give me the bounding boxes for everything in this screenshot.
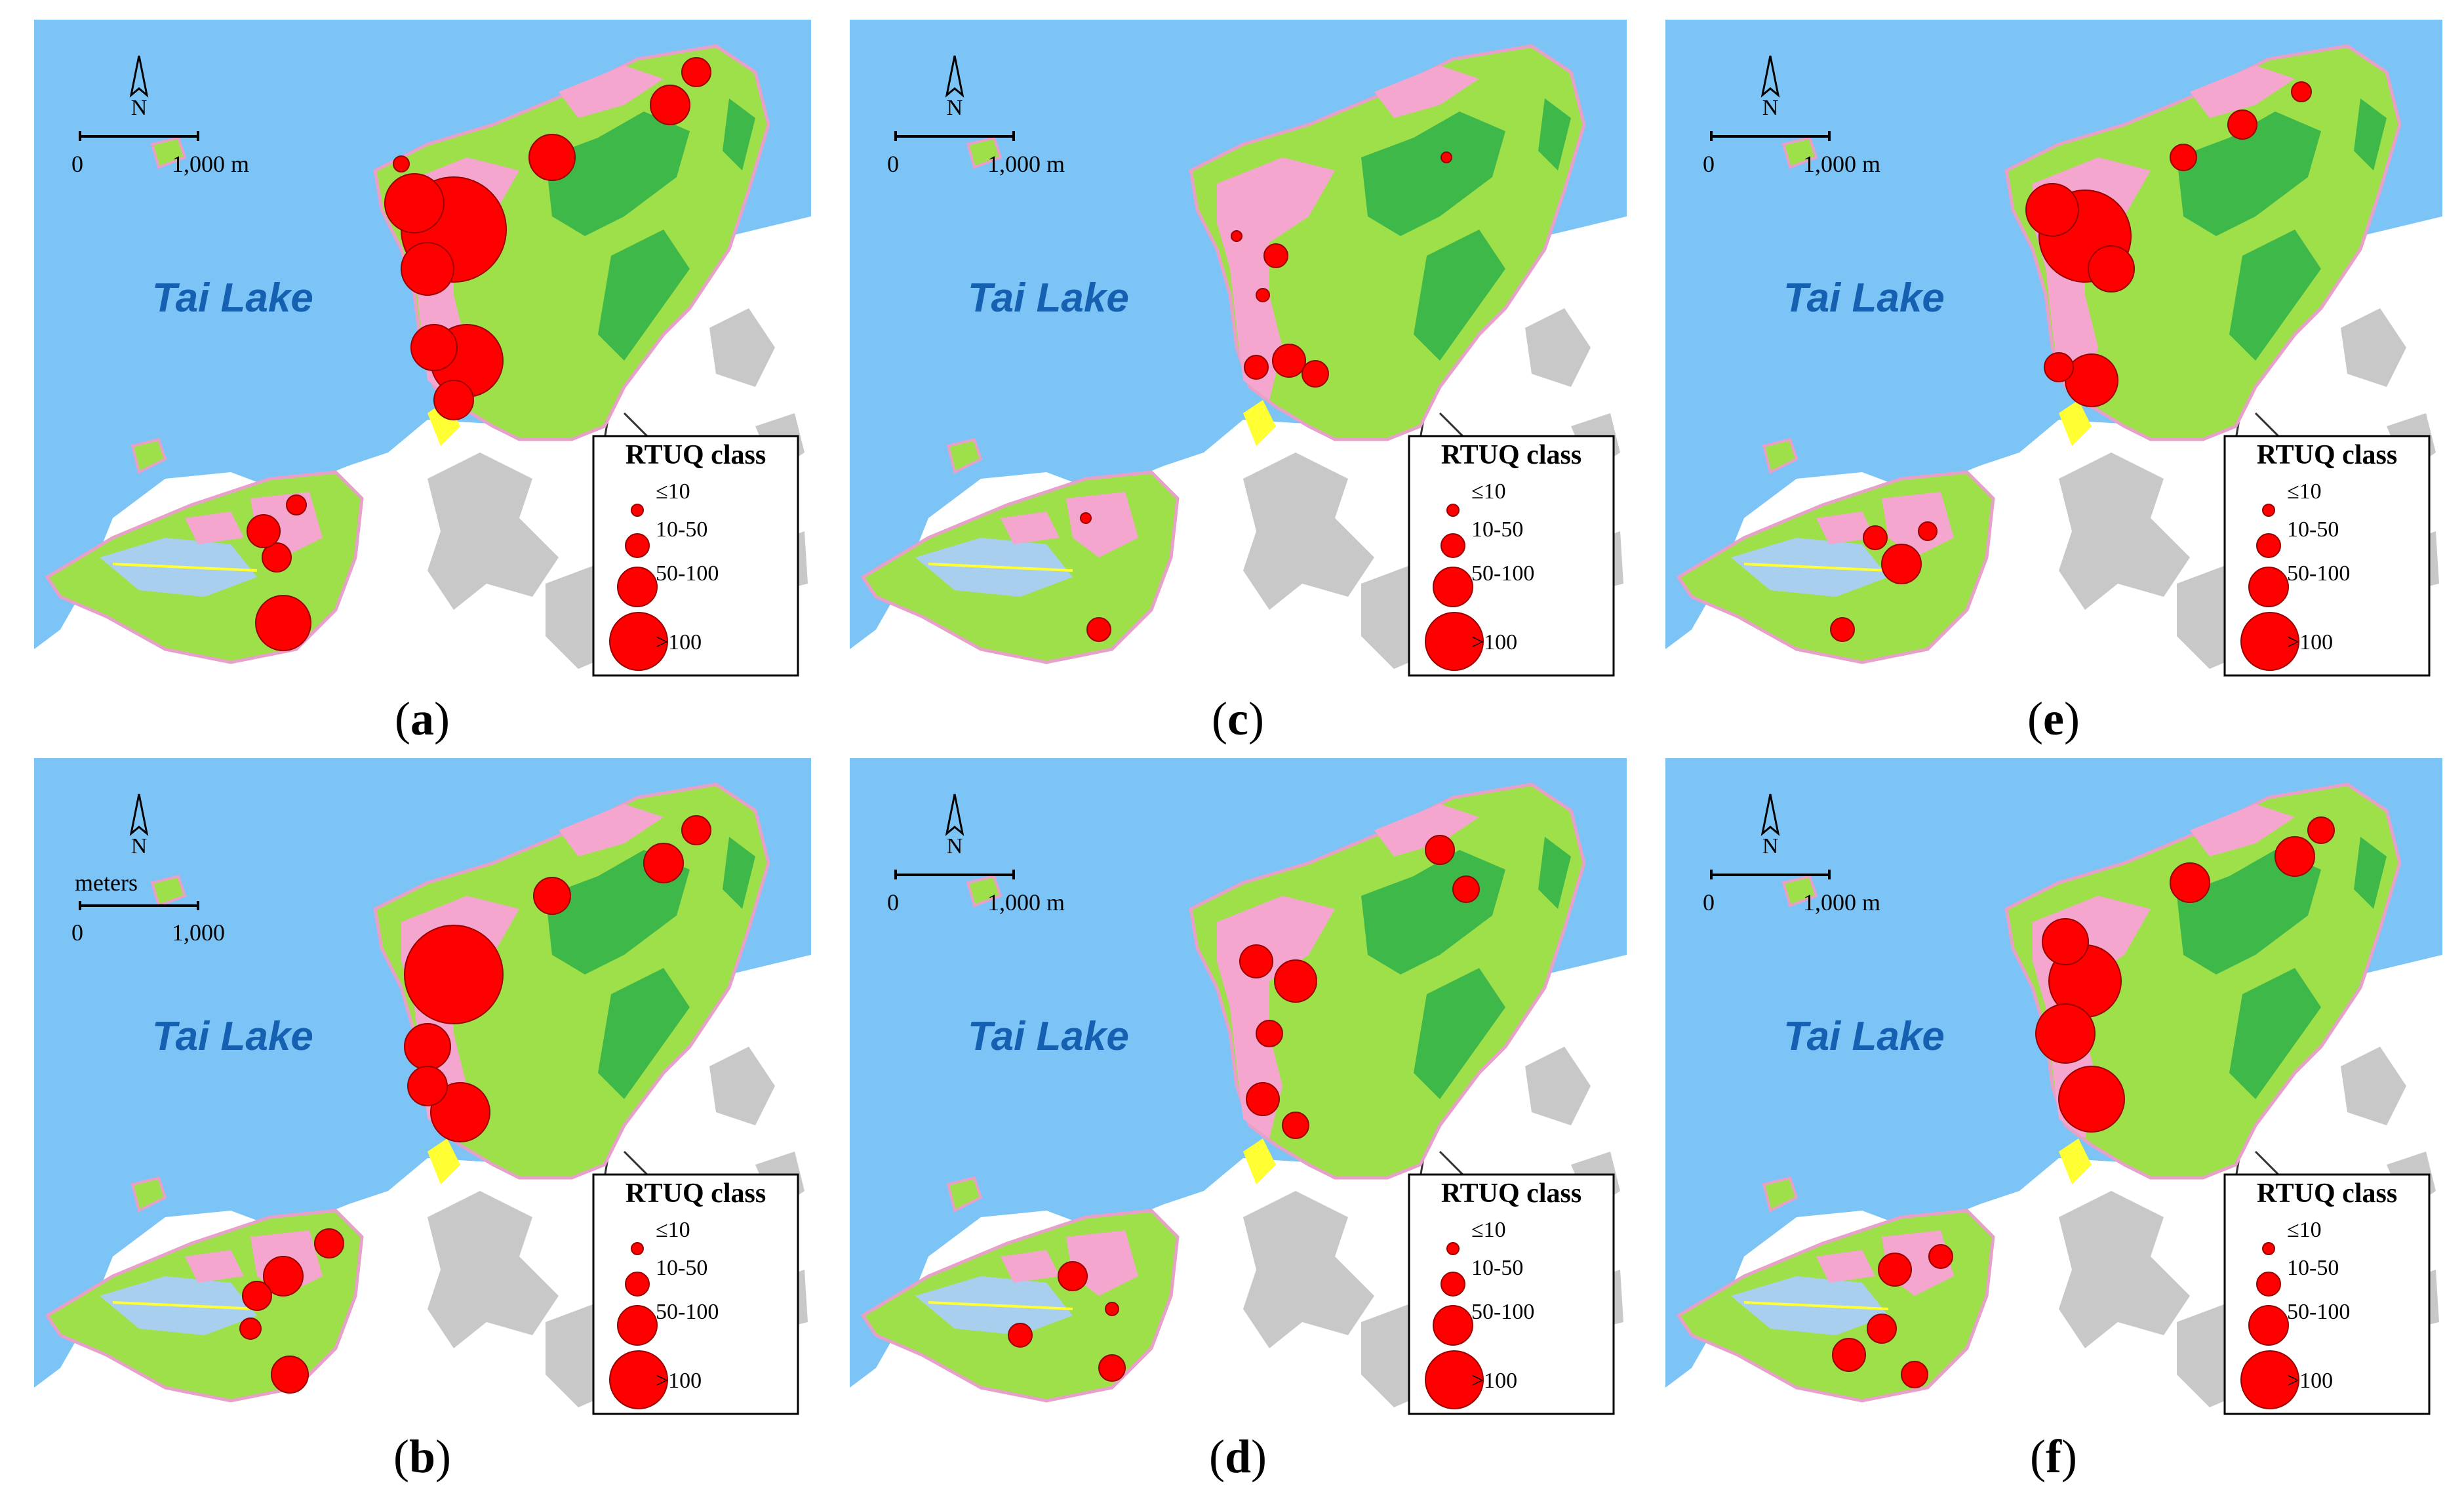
scale-bar-f: 0 1,000 m [1703, 870, 1880, 915]
legend-class-1-c: ≤10 [1471, 479, 1506, 504]
legend-a: RTUQ class ≤10 10-50 50-100 >100 [626, 440, 766, 654]
north-label-b: N [131, 834, 148, 858]
rtuq-points-d [1008, 835, 1480, 1382]
panel-label-d: (d) [1208, 1430, 1267, 1483]
panel-f-map [1665, 758, 2442, 1424]
legend-b: RTUQ class ≤10 10-50 50-100 >100 [626, 1178, 766, 1393]
legend-class-1-e: ≤10 [2287, 479, 2322, 504]
legend-class-2-f: 10-50 [2287, 1256, 2339, 1280]
legend-class-3-a: 50-100 [656, 561, 719, 586]
legend-class-4-e: >100 [2287, 630, 2333, 654]
scale-value-e: 1,000 m [1803, 151, 1880, 177]
lake-label-c: Tai Lake [968, 275, 1129, 321]
legend-title-c: RTUQ class [1441, 440, 1581, 470]
scale-zero-a: 0 [71, 151, 83, 177]
legend-title-b: RTUQ class [626, 1178, 766, 1209]
scale-value-c: 1,000 m [987, 151, 1065, 177]
panel-label-f: (f) [2030, 1430, 2077, 1483]
lake-label-d: Tai Lake [968, 1014, 1129, 1059]
panel-a-map [34, 20, 811, 685]
panel-c-map [850, 20, 1627, 685]
lake-label-b: Tai Lake [152, 1014, 313, 1059]
scale-value-d: 1,000 m [987, 889, 1065, 915]
legend-class-3-f: 50-100 [2287, 1300, 2350, 1324]
legend-class-4-a: >100 [656, 630, 702, 654]
scale-value-b: 1,000 [172, 919, 225, 946]
panel-label-b: (b) [393, 1430, 451, 1483]
scale-value-a: 1,000 m [172, 151, 249, 177]
scale-zero-f: 0 [1703, 889, 1715, 915]
legend-class-4-d: >100 [1471, 1369, 1517, 1393]
legend-class-1-a: ≤10 [656, 479, 690, 504]
scale-value-f: 1,000 m [1803, 889, 1880, 915]
panel-label-a: (a) [395, 693, 450, 745]
legend-class-2-c: 10-50 [1471, 517, 1523, 542]
scale-zero-e: 0 [1703, 151, 1715, 177]
scale-bar-d: 0 1,000 m [887, 870, 1065, 915]
legend-class-3-e: 50-100 [2287, 561, 2350, 586]
panel-b-map [34, 758, 811, 1424]
legend-class-4-c: >100 [1471, 630, 1517, 654]
north-label-e: N [1762, 96, 1779, 120]
legend-title-a: RTUQ class [626, 440, 766, 470]
legend-class-4-b: >100 [656, 1369, 702, 1393]
north-label-d: N [947, 834, 963, 858]
legend-class-2-b: 10-50 [656, 1256, 707, 1280]
legend-class-3-c: 50-100 [1471, 561, 1534, 586]
legend-title-f: RTUQ class [2257, 1178, 2397, 1209]
scale-zero-b: 0 [71, 919, 83, 946]
panel-d-map [850, 758, 1627, 1424]
rtuq-points-a [247, 57, 711, 651]
panel-e-map [1665, 20, 2442, 685]
legend-class-4-f: >100 [2287, 1369, 2333, 1393]
lake-label-a: Tai Lake [152, 275, 313, 321]
panel-label-c: (c) [1212, 693, 1264, 745]
scale-bar-a: 0 1,000 m [71, 131, 249, 177]
lake-label-f: Tai Lake [1783, 1014, 1945, 1059]
legend-c: RTUQ class ≤10 10-50 50-100 >100 [1441, 440, 1581, 654]
legend-class-1-f: ≤10 [2287, 1218, 2322, 1242]
panel-label-e: (e) [2027, 693, 2080, 745]
legend-class-1-b: ≤10 [656, 1218, 690, 1242]
rtuq-points-f [1832, 816, 2335, 1388]
rtuq-points-e [1830, 81, 2312, 642]
rtuq-points-b [239, 815, 711, 1394]
legend-class-1-d: ≤10 [1471, 1218, 1506, 1242]
scale-zero-c: 0 [887, 151, 899, 177]
north-label-c: N [947, 96, 963, 120]
legend-class-2-a: 10-50 [656, 517, 707, 542]
scale-bar-b: meters 0 1,000 [71, 870, 225, 946]
north-label-f: N [1762, 834, 1779, 858]
scale-bar-e: 0 1,000 m [1703, 131, 1880, 177]
legend-class-2-d: 10-50 [1471, 1256, 1523, 1280]
lake-label-e: Tai Lake [1783, 275, 1945, 321]
north-label-a: N [131, 96, 148, 120]
legend-class-3-d: 50-100 [1471, 1300, 1534, 1324]
legend-f: RTUQ class ≤10 10-50 50-100 >100 [2257, 1178, 2397, 1393]
legend-e: RTUQ class ≤10 10-50 50-100 >100 [2257, 440, 2397, 654]
scale-unit-b: meters [75, 870, 138, 896]
legend-class-3-b: 50-100 [656, 1300, 719, 1324]
scale-bar-c: 0 1,000 m [887, 131, 1065, 177]
legend-title-e: RTUQ class [2257, 440, 2397, 470]
legend-title-d: RTUQ class [1441, 1178, 1581, 1209]
legend-class-2-e: 10-50 [2287, 517, 2339, 542]
rtuq-points-c [1080, 151, 1452, 642]
scale-zero-d: 0 [887, 889, 899, 915]
legend-d: RTUQ class ≤10 10-50 50-100 >100 [1441, 1178, 1581, 1393]
